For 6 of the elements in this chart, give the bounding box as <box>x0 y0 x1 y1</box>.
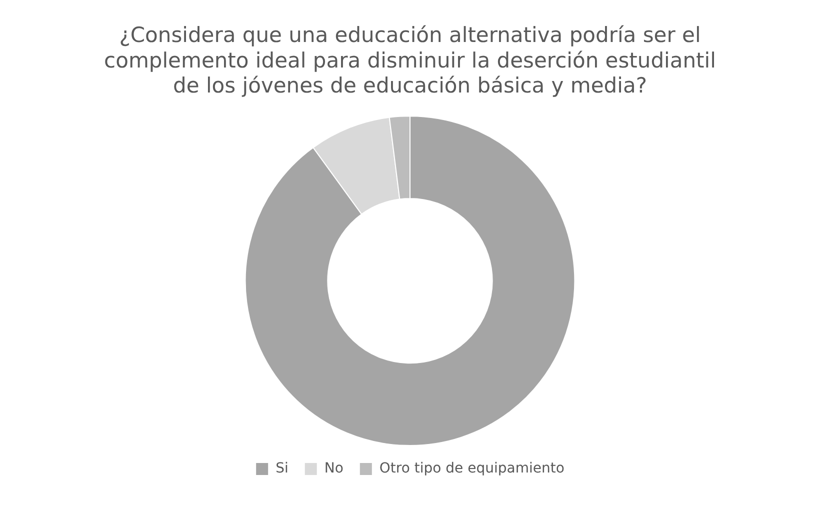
text: complemento ideal para disminuir la deserción estudiantil <box>104 48 716 72</box>
legend-label: Si <box>276 460 288 477</box>
legend-label: Otro tipo de equipamiento <box>379 460 564 477</box>
text: ¿Considera que una educación alternativa podría ser el <box>119 23 701 48</box>
text: de los jóvenes de educación básica y media? <box>173 73 647 98</box>
legend-label: No <box>324 460 344 477</box>
